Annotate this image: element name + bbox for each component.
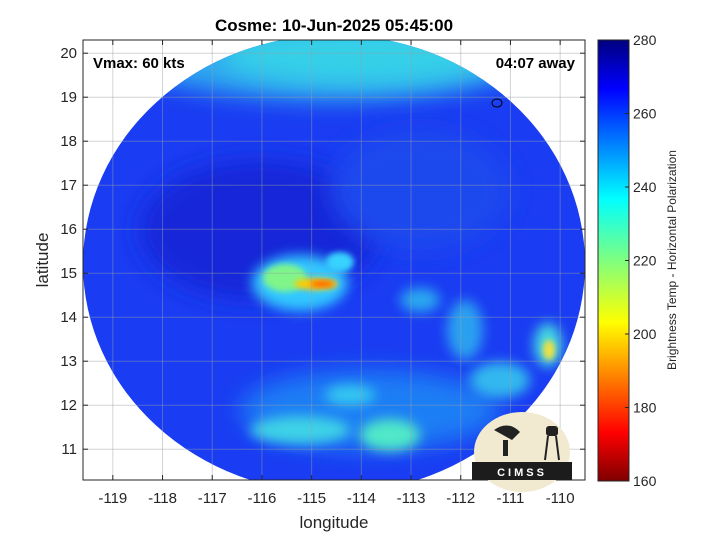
y-tick-label: 12 (60, 397, 77, 414)
colorbar-tick-label: 260 (633, 106, 657, 122)
cimss-logo-bar (472, 462, 572, 480)
x-axis-label: longitude (299, 513, 368, 532)
swath-image (83, 40, 585, 480)
y-tick-label: 15 (60, 265, 77, 282)
y-tick-label: 19 (60, 89, 77, 106)
satellite-dish-icon (494, 425, 520, 440)
gridlines (83, 40, 585, 480)
y-axis-label: latitude (33, 233, 52, 288)
x-tick-label: -115 (297, 490, 326, 507)
cimss-logo: CIMSS (472, 412, 572, 492)
colorbar-tick-label: 200 (633, 326, 657, 342)
y-tick-label: 20 (60, 45, 77, 62)
colorbar (597, 39, 630, 482)
y-tick-label: 17 (60, 177, 77, 194)
chart-title: Cosme: 10-Jun-2025 05:45:00 (215, 16, 453, 35)
colorbar-label: Brightness Temp - Horizontal Polarizatio… (665, 150, 679, 370)
y-tick-label: 13 (60, 353, 77, 370)
away-annotation: 04:07 away (496, 55, 576, 72)
x-tick-label: -114 (347, 490, 376, 507)
x-tick-label: -119 (98, 490, 127, 507)
colorbar-tick-label: 160 (633, 473, 657, 489)
y-tick-label: 14 (60, 309, 77, 326)
y-tick-label: 18 (60, 133, 77, 150)
cimss-logo-text: CIMSS (497, 467, 547, 479)
colorbar-tick-label: 240 (633, 179, 657, 195)
y-tick-label: 11 (61, 441, 77, 458)
small-contour (491, 98, 503, 108)
y-tick-label: 16 (60, 221, 77, 238)
x-tick-label: -118 (148, 490, 177, 507)
y-axis-ticks: 11 12 13 14 15 16 17 18 19 20 (60, 45, 585, 458)
x-tick-label: -110 (546, 490, 575, 507)
x-tick-label: -113 (397, 490, 426, 507)
water-tower-icon (546, 426, 558, 436)
colorbar-tick-label: 280 (633, 32, 657, 48)
x-tick-label: -116 (247, 490, 276, 507)
x-tick-label: -111 (497, 490, 525, 507)
x-tick-label: -117 (198, 490, 227, 507)
colorbar-tick-label: 220 (633, 253, 657, 269)
axes-box (82, 39, 586, 481)
vmax-annotation: Vmax: 60 kts (93, 55, 185, 72)
x-tick-label: -112 (446, 490, 475, 507)
colorbar-ticks: 160 180 200 220 240 260 280 (625, 32, 657, 489)
x-axis-ticks: -119 -118 -117 -116 -115 -114 -113 -112 -111 -110 (98, 40, 575, 507)
colorbar-tick-label: 180 (633, 400, 657, 416)
